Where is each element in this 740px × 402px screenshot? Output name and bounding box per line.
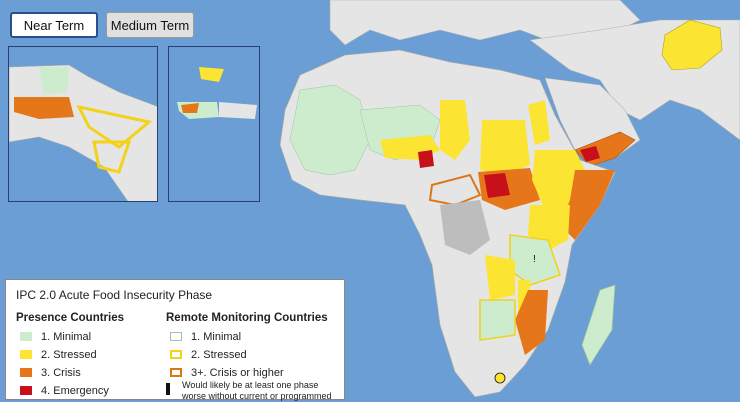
zimbabwe-region	[479, 299, 516, 341]
legend-remote-heading: Remote Monitoring Countries	[166, 312, 328, 324]
honduras-remote	[76, 104, 153, 149]
legend-swatch	[170, 350, 182, 359]
legend-label: 2. Stressed	[191, 348, 247, 361]
legend-label: 2. Stressed	[41, 348, 97, 361]
legend-swatch	[20, 350, 32, 359]
madagascar	[581, 284, 616, 366]
nigeria-emergency	[418, 150, 434, 168]
haiti-stressed	[199, 67, 224, 82]
car-remote	[428, 173, 482, 207]
drc-nodata	[440, 200, 490, 255]
legend-title: IPC 2.0 Acute Food Insecurity Phase	[16, 288, 213, 302]
legend-item-stressed: 2. Stressed	[20, 348, 97, 361]
legend-label: 1. Minimal	[41, 330, 92, 343]
mozambique-region	[515, 290, 548, 355]
legend-item-emergency: 4. Emergency	[20, 384, 109, 397]
mexico-minimal	[39, 67, 69, 95]
legend-swatch	[20, 368, 32, 377]
legend-item-remote-crisis: 3+. Crisis or higher	[170, 366, 284, 379]
legend-swatch	[20, 386, 32, 395]
legend-note: Would likely be at least one phase worse…	[182, 380, 332, 401]
legend-swatch	[170, 368, 182, 377]
yemen-emergency	[580, 146, 600, 162]
legend-presence-heading: Presence Countries	[16, 312, 125, 324]
legend-swatch	[20, 332, 32, 341]
tab-medium-term[interactable]: Medium Term	[106, 12, 194, 38]
legend-label: 3+. Crisis or higher	[191, 366, 284, 379]
somalia-region	[560, 170, 615, 240]
legend-item-remote-stressed: 2. Stressed	[170, 348, 247, 361]
legend-item-remote-minimal: 1. Minimal	[170, 330, 241, 343]
legend-swatch	[170, 332, 182, 341]
central-america-inset[interactable]	[8, 46, 158, 202]
legend-item-crisis: 3. Crisis	[20, 366, 81, 379]
haiti-inset[interactable]	[168, 46, 260, 202]
legend-label: 4. Emergency	[41, 384, 109, 397]
afghanistan-region	[661, 19, 723, 71]
chad-stressed	[440, 100, 470, 160]
dominican-republic-land	[219, 102, 257, 119]
legend-label: 1. Minimal	[191, 330, 242, 343]
zambia-region	[485, 255, 515, 300]
nicaragua-remote	[92, 140, 132, 174]
legend-item-minimal: 1. Minimal	[20, 330, 91, 343]
tab-near-term[interactable]: Near Term	[10, 12, 98, 38]
sudan-region	[480, 120, 530, 175]
west-africa-minimal	[289, 84, 371, 176]
haiti-crisis	[181, 103, 199, 113]
guatemala-crisis	[14, 97, 74, 119]
europe-landmass	[329, 0, 641, 46]
south-sudan-emergency	[484, 173, 510, 198]
phase-warning-icon	[494, 372, 506, 384]
phase-warning-icon	[166, 383, 170, 395]
red-sea-coast	[528, 100, 550, 145]
phase-warning-icon: !	[533, 254, 536, 265]
map-legend: IPC 2.0 Acute Food Insecurity Phase Pres…	[5, 279, 345, 401]
legend-label: 3. Crisis	[41, 366, 81, 379]
